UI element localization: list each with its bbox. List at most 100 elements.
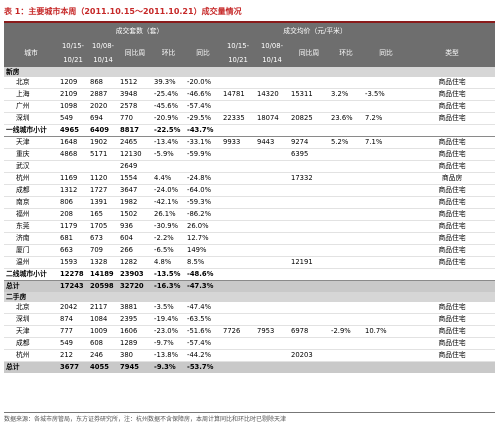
value-cell-v5: -51.6%	[185, 325, 222, 338]
value-cell-p3	[289, 124, 330, 137]
period2-header-bottom: 10/14	[88, 53, 118, 67]
value-cell-p4	[329, 124, 364, 137]
value-cell-p1	[221, 124, 256, 137]
city-cell: 成都	[4, 337, 58, 350]
price-mom-header: 环比	[329, 39, 364, 67]
value-cell-p4	[329, 268, 364, 281]
value-cell-p4	[329, 220, 364, 233]
value-cell-v1: 1098	[58, 100, 88, 113]
value-cell-v4: -22.5%	[152, 124, 185, 137]
value-cell-v5: -44.2%	[185, 349, 222, 362]
price-yoy-week-header: 同比周	[289, 39, 330, 67]
type-cell	[409, 268, 496, 281]
yoy-week-header: 同比周	[118, 39, 152, 67]
footnote: 数据来源：各城市房管局，东方证券研究所，注：杭州数据不含保障房，本周计算同比和环…	[4, 416, 287, 423]
value-cell-v5: -47.4%	[185, 302, 222, 314]
value-cell-v4: -6.5%	[152, 244, 185, 257]
value-cell-p3	[289, 160, 330, 173]
value-cell-v4: -19.4%	[152, 313, 185, 326]
value-cell-v2: 1120	[88, 172, 118, 185]
value-cell-v3: 380	[118, 349, 152, 362]
value-cell-p2	[255, 184, 290, 197]
value-cell-v4: -9.3%	[152, 361, 185, 373]
value-cell-p2	[255, 208, 290, 221]
value-cell-p3	[289, 280, 330, 292]
value-cell-p2	[255, 244, 290, 257]
value-cell-p1	[221, 208, 256, 221]
value-cell-v2: 14189	[88, 268, 118, 281]
value-cell-v5: -24.8%	[185, 172, 222, 185]
city-cell: 深圳	[4, 313, 58, 326]
value-cell-v3: 1282	[118, 256, 152, 269]
value-cell-p4	[329, 349, 364, 362]
city-cell: 二线城市小计	[4, 268, 58, 281]
table-row: 厦门 663 709 266 -6.5% 149% 商品住宅	[4, 244, 496, 257]
value-cell-p1: 14781	[221, 88, 256, 101]
value-cell-v4: -3.5%	[152, 302, 185, 314]
value-cell-p3	[289, 337, 330, 350]
table-row: 杭州 1169 1120 1554 4.4% -24.8% 17332 商品房	[4, 172, 496, 185]
value-cell-p1	[221, 280, 256, 292]
value-cell-v5: -64.0%	[185, 184, 222, 197]
value-cell-p1	[221, 160, 256, 173]
title-rule	[4, 21, 495, 23]
value-cell-p3	[289, 244, 330, 257]
value-cell-v1: 549	[58, 337, 88, 350]
table-row: 成都 1312 1727 3647 -24.0% -64.0% 商品住宅	[4, 184, 496, 197]
value-cell-p5	[363, 256, 410, 269]
value-cell-p5	[363, 220, 410, 233]
value-cell-v5: -59.3%	[185, 196, 222, 209]
value-cell-v3: 8817	[118, 124, 152, 137]
type-cell: 商品住宅	[409, 100, 496, 113]
value-cell-p3	[289, 361, 330, 373]
value-cell-p5	[363, 184, 410, 197]
value-cell-p3: 12191	[289, 256, 330, 269]
type-cell: 商品住宅	[409, 220, 496, 233]
value-cell-p2	[255, 220, 290, 233]
value-cell-p5	[363, 361, 410, 373]
total-row: 总计 17243 20598 32720 -16.3% -47.3%	[4, 280, 496, 292]
value-cell-v5: -29.5%	[185, 112, 222, 125]
total-row: 总计 3677 4055 7945 -9.3% -53.7%	[4, 361, 496, 373]
value-cell-v4: -45.6%	[152, 100, 185, 113]
value-cell-p1	[221, 268, 256, 281]
city-cell: 天津	[4, 325, 58, 338]
value-cell-v1: 4965	[58, 124, 88, 137]
period1-header-top: 10/15-	[58, 39, 88, 53]
value-cell-v4: -25.4%	[152, 88, 185, 101]
value-cell-v1: 777	[58, 325, 88, 338]
price-period2-header-bottom: 10/14	[255, 53, 290, 67]
city-cell: 天津	[4, 136, 58, 149]
type-cell: 商品住宅	[409, 112, 496, 125]
table-row: 深圳 874 1084 2395 -19.4% -63.5% 商品住宅	[4, 313, 496, 326]
type-cell	[409, 361, 496, 373]
type-cell	[409, 124, 496, 137]
value-cell-p5	[363, 124, 410, 137]
city-cell: 上海	[4, 88, 58, 101]
yoy-header: 同比	[185, 39, 222, 67]
value-cell-v2: 2887	[88, 88, 118, 101]
value-cell-v3: 1606	[118, 325, 152, 338]
value-cell-v1: 12278	[58, 268, 88, 281]
value-cell-v2: 5171	[88, 148, 118, 161]
price-group-header: 成交均价（元/平米）	[221, 23, 410, 39]
value-cell-v4: 4.4%	[152, 172, 185, 185]
value-cell-v2: 1009	[88, 325, 118, 338]
table-row: 广州 1098 2020 2578 -45.6% -57.4% 商品住宅	[4, 100, 496, 113]
type-cell: 商品住宅	[409, 196, 496, 209]
value-cell-p3	[289, 77, 330, 89]
type-cell: 商品住宅	[409, 256, 496, 269]
value-cell-p2	[255, 124, 290, 137]
city-cell: 杭州	[4, 172, 58, 185]
value-cell-p4	[329, 77, 364, 89]
value-cell-p3	[289, 302, 330, 314]
value-cell-v1: 663	[58, 244, 88, 257]
value-cell-v4: 4.8%	[152, 256, 185, 269]
city-cell: 一线城市小计	[4, 124, 58, 137]
value-cell-p4	[329, 208, 364, 221]
value-cell-p1: 7726	[221, 325, 256, 338]
value-cell-p3	[289, 184, 330, 197]
price-period2-header-top: 10/08-	[255, 39, 290, 53]
value-cell-p2	[255, 361, 290, 373]
table-row: 武汉 2649 商品住宅	[4, 160, 496, 173]
